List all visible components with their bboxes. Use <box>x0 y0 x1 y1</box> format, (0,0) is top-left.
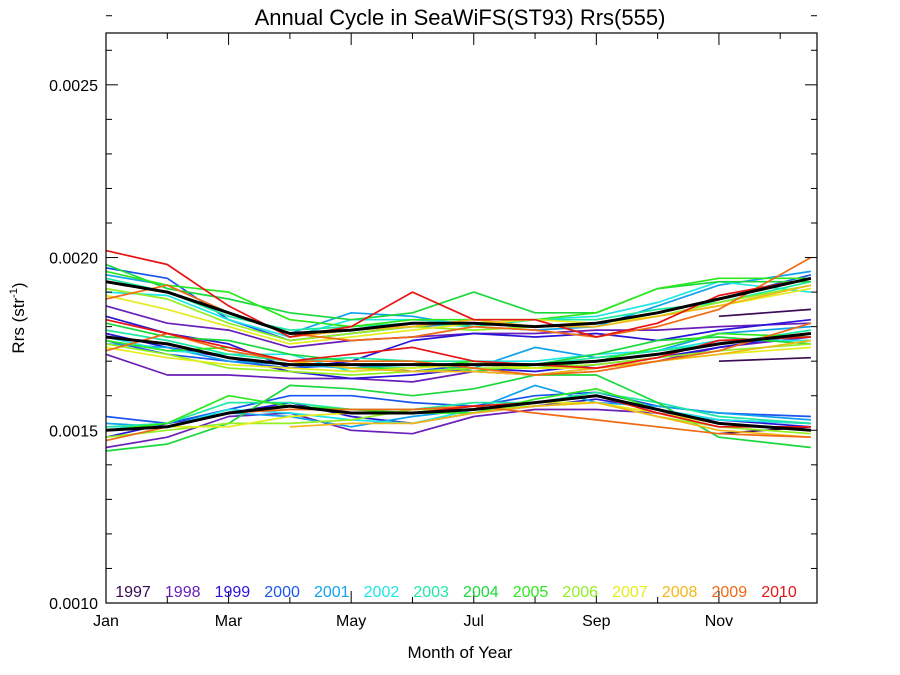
y-axis-label-main: Rrs (str <box>9 298 28 354</box>
x-tick-label: Jul <box>464 613 484 630</box>
series-line <box>289 401 811 439</box>
y-tick-label: 0.0020 <box>49 251 98 268</box>
series-line <box>105 270 811 328</box>
x-tick-label: Nov <box>705 613 733 630</box>
legend-item: 2000 <box>264 584 300 601</box>
series-line <box>105 277 812 331</box>
series-line <box>718 308 811 318</box>
x-tick-label: Mar <box>215 613 243 630</box>
legend-item: 2005 <box>513 584 549 601</box>
legend-item: 2008 <box>662 584 698 601</box>
series-line <box>105 315 811 369</box>
legend-item: 2002 <box>364 584 400 601</box>
ticks-layer <box>105 15 817 604</box>
legend-item: 2007 <box>612 584 648 601</box>
x-tick-label: Sep <box>582 613 611 630</box>
mean-series-line <box>105 394 812 432</box>
legend-item: 1998 <box>165 584 201 601</box>
series-line <box>105 318 811 369</box>
series-line <box>105 280 811 338</box>
legend: 1997 1998 1999 2000 2001 2002 2003 2004 2005 2006… <box>115 584 797 601</box>
series-line <box>105 263 811 321</box>
series-line <box>105 249 812 338</box>
chart-title: Annual Cycle in SeaWiFS(ST93) Rrs(555) <box>255 5 666 30</box>
y-axis-label: Rrs (str-1) <box>8 282 28 353</box>
legend-item: 1999 <box>215 584 251 601</box>
legend-item: 2001 <box>314 584 350 601</box>
legend-item: 2004 <box>463 584 499 601</box>
y-tick-label: 0.0025 <box>49 78 98 95</box>
series-line <box>105 391 811 428</box>
y-axis-label-close: ) <box>9 282 28 288</box>
x-tick-label: Jan <box>93 613 119 630</box>
series-line <box>105 343 811 376</box>
legend-item: 2003 <box>413 584 449 601</box>
y-tick-label: 0.0015 <box>49 423 98 440</box>
x-axis-label: Month of Year <box>408 643 513 662</box>
y-tick-label: 0.0010 <box>49 596 98 613</box>
series-line <box>105 305 811 349</box>
y-axis-label-sup: -1 <box>8 288 20 298</box>
x-tick-labels: Jan Mar May Jul Sep Nov <box>93 613 733 630</box>
series-line <box>718 356 811 363</box>
x-tick-label: May <box>336 613 366 630</box>
legend-item: 2009 <box>712 584 748 601</box>
mean-series-line <box>105 276 812 335</box>
plot-frame <box>105 32 818 604</box>
mean-series-line <box>105 332 812 367</box>
series-layer <box>105 249 812 452</box>
legend-item: 1997 <box>115 584 151 601</box>
legend-item: 2006 <box>562 584 598 601</box>
series-line <box>105 329 812 366</box>
legend-item: 2010 <box>761 584 797 601</box>
y-tick-labels: 0.0010 0.0015 0.0020 0.0025 <box>49 78 98 613</box>
